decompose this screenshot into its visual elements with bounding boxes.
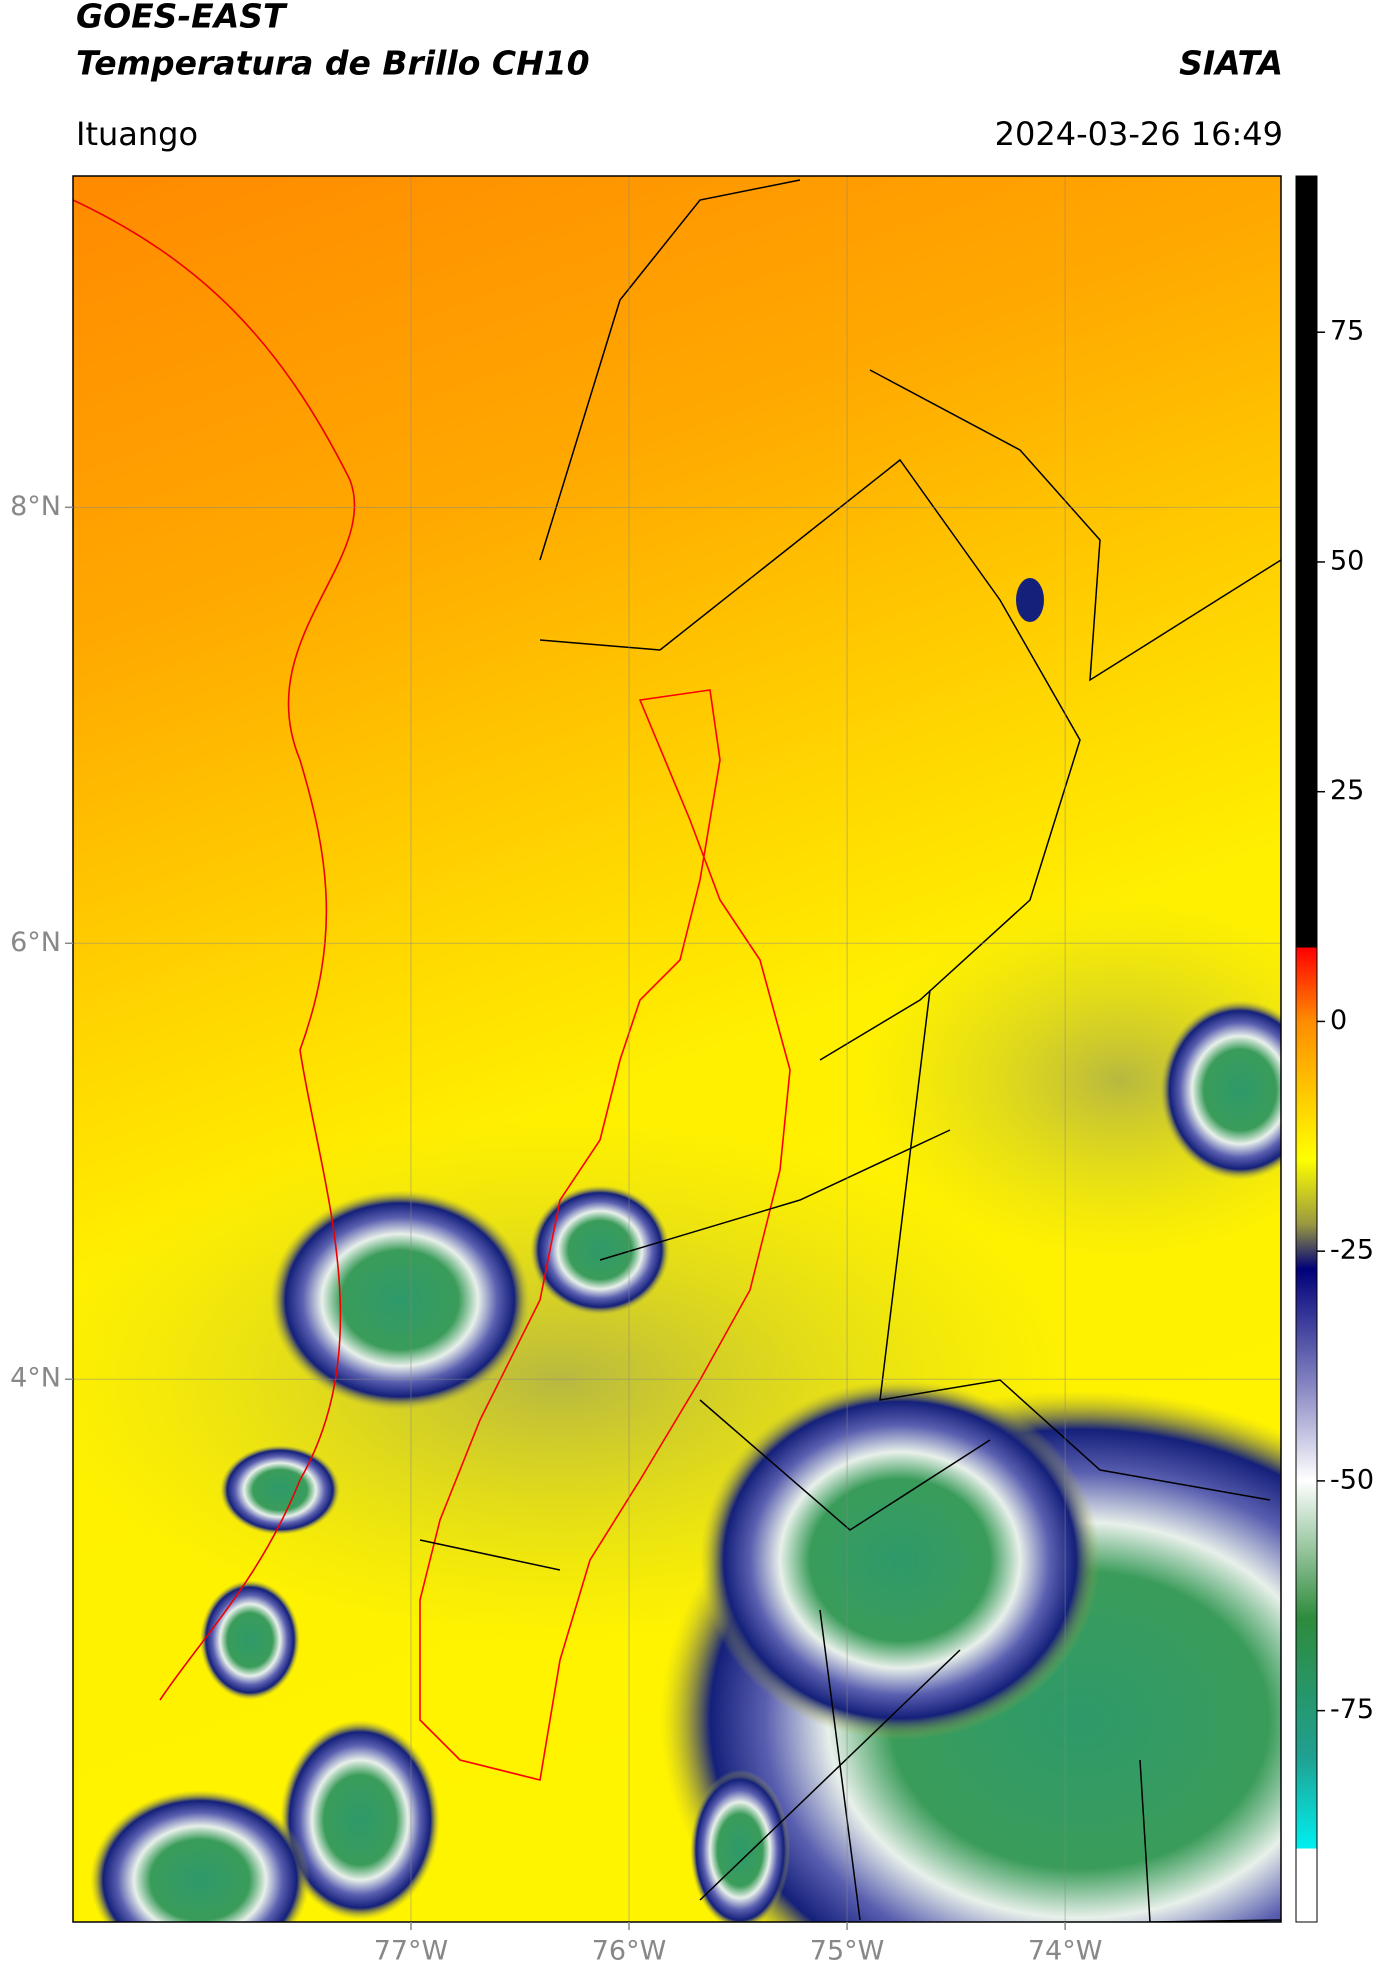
colorbar-tick-label: 50 bbox=[1330, 545, 1364, 576]
colorbar-tick-label: 75 bbox=[1330, 316, 1364, 347]
colorbar-tick-label: -50 bbox=[1330, 1464, 1374, 1495]
map-image bbox=[73, 176, 1281, 1922]
colorbar-tick-label: 25 bbox=[1330, 775, 1364, 806]
y-tick-label: 4°N bbox=[10, 1363, 61, 1394]
colorbar-tick-label: -75 bbox=[1330, 1694, 1374, 1725]
timestamp: 2024-03-26 16:49 bbox=[995, 115, 1283, 153]
x-tick-label: 77°W bbox=[374, 1936, 449, 1967]
y-tick-label: 6°N bbox=[10, 927, 61, 958]
y-tick-label: 8°N bbox=[10, 491, 61, 522]
x-tick-label: 76°W bbox=[592, 1936, 667, 1967]
location: Ituango bbox=[76, 115, 198, 153]
brand: SIATA bbox=[1179, 44, 1283, 83]
grid bbox=[73, 176, 1281, 1922]
x-tick-label: 75°W bbox=[810, 1936, 885, 1967]
x-tick-label: 74°W bbox=[1028, 1936, 1103, 1967]
colorbar bbox=[1295, 175, 1318, 1923]
subtitle: Temperatura de Brillo CH10 bbox=[76, 44, 590, 83]
title: GOES-EAST bbox=[76, 0, 288, 36]
map-frame bbox=[72, 175, 1282, 1923]
colorbar-tick-label: -25 bbox=[1330, 1235, 1374, 1266]
colorbar-tick-label: 0 bbox=[1330, 1005, 1347, 1036]
